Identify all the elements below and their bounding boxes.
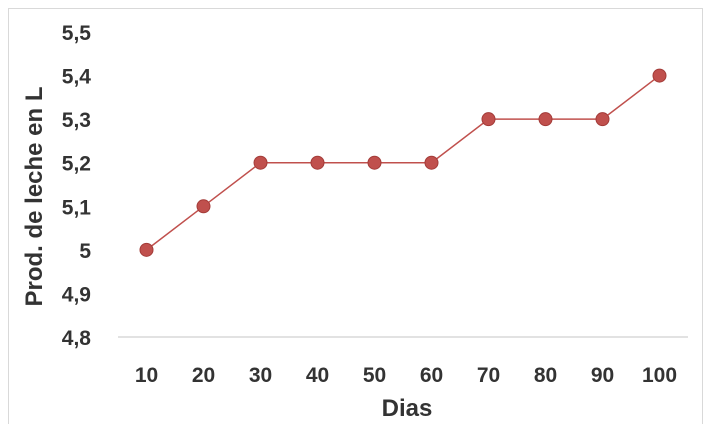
y-tick-label: 5,3: [62, 109, 91, 132]
series-line: [146, 74, 660, 251]
data-point: [139, 242, 154, 257]
y-tick-label: 5,5: [62, 22, 92, 45]
x-tick-label: 60: [420, 364, 443, 387]
data-point: [253, 155, 268, 170]
y-axis-title: Prod. de leche en L: [21, 86, 48, 306]
y-tick-label: 5,1: [62, 196, 92, 219]
x-tick-label: 40: [306, 364, 329, 387]
x-tick-label: 10: [135, 364, 158, 387]
chart-frame: [8, 8, 703, 424]
data-point: [595, 112, 610, 127]
x-tick-label: 80: [534, 364, 557, 387]
y-tick-label: 4,9: [62, 283, 91, 306]
x-tick-label: 30: [249, 364, 272, 387]
x-tick-label: 90: [591, 364, 614, 387]
y-tick-label: 5: [79, 240, 91, 263]
y-tick-label: 5,2: [62, 153, 91, 176]
y-tick-label: 4,8: [62, 327, 92, 350]
x-tick-label: 70: [477, 364, 500, 387]
data-point: [538, 112, 553, 127]
data-point: [652, 68, 667, 83]
x-tick-label: 50: [363, 364, 386, 387]
y-tick-label: 5,4: [62, 66, 92, 89]
x-axis-ticks: 10 20 30 40 50 60 70 80 90 100: [135, 364, 677, 387]
x-tick-label: 20: [192, 364, 215, 387]
data-point: [481, 112, 496, 127]
data-point: [310, 155, 325, 170]
data-point: [196, 199, 211, 214]
y-axis-ticks: 4,8 4,9 5 5,1 5,2 5,3 5,4 5,5: [62, 22, 92, 350]
data-point: [424, 155, 439, 170]
data-point: [367, 155, 382, 170]
x-axis-title: Dias: [382, 395, 433, 422]
x-tick-label: 100: [642, 364, 677, 387]
series-markers: [139, 68, 667, 257]
